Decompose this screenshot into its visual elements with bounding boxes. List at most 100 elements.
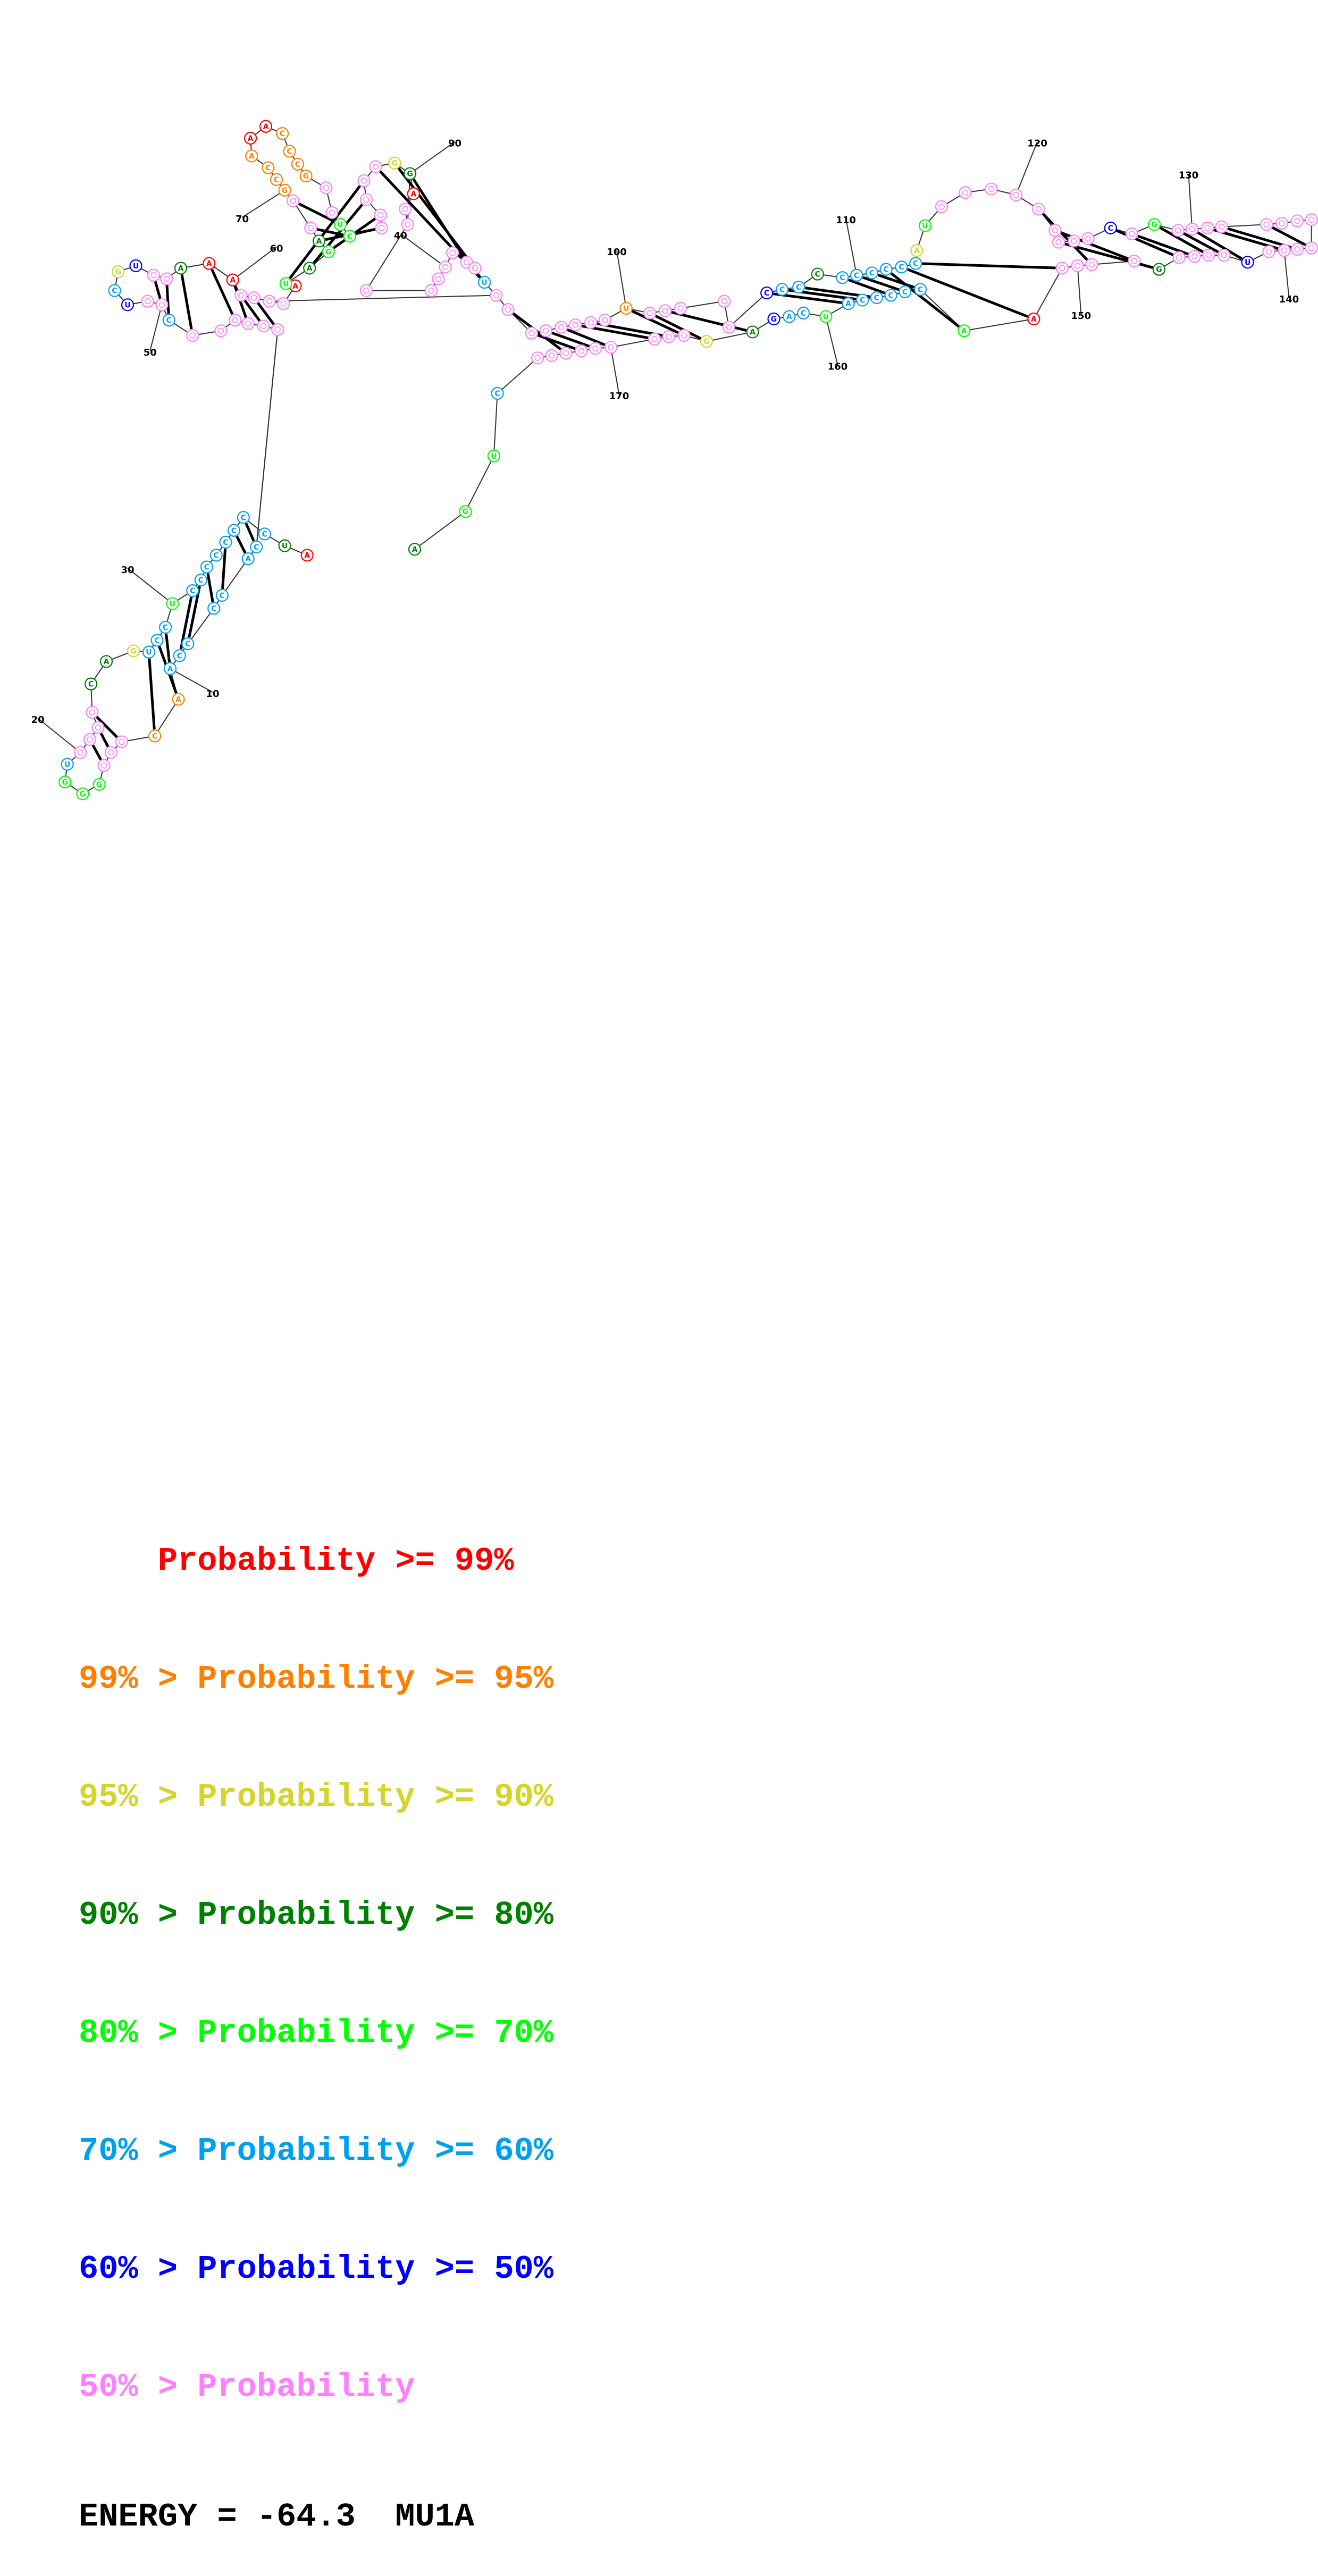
nucleotide xyxy=(1202,248,1215,262)
nucleotide-circle xyxy=(879,263,893,276)
nucleotide-circle xyxy=(1172,251,1186,264)
base-pair-bond xyxy=(397,167,472,264)
nucleotide-circle xyxy=(291,157,305,171)
nucleotide-circle xyxy=(312,234,326,248)
nucleotide xyxy=(160,272,173,285)
nucleotide-circle xyxy=(478,276,491,289)
nucleotide-dot xyxy=(1035,206,1042,213)
nucleotide-dot xyxy=(1263,221,1270,228)
nucleotide: C xyxy=(850,268,863,282)
base-pair-bond xyxy=(1116,229,1174,256)
nucleotide-letter: C xyxy=(913,260,918,268)
nucleotide-circle xyxy=(279,277,292,290)
nucleotide-circle xyxy=(1128,255,1141,268)
nucleotide-circle xyxy=(93,778,106,791)
nucleotide-letter: A xyxy=(206,260,212,268)
nucleotide xyxy=(234,289,248,302)
nucleotide: U xyxy=(142,645,156,659)
nucleotide-letter: A xyxy=(263,123,269,131)
nucleotide-circle xyxy=(718,294,731,308)
nucleotide xyxy=(374,208,387,222)
nucleotide-letter: U xyxy=(133,262,139,271)
backbone-segment xyxy=(221,558,249,596)
nucleotide-circle xyxy=(270,173,283,186)
nucleotide-circle xyxy=(1278,244,1291,257)
backbone-segment xyxy=(187,608,215,644)
nucleotide xyxy=(1290,242,1304,256)
nucleotide-letter: G xyxy=(463,508,469,516)
tick-line xyxy=(1283,250,1290,298)
backbone-segment xyxy=(493,393,498,456)
nucleotide: C xyxy=(258,527,271,541)
nucleotide-circle xyxy=(181,637,195,651)
nucleotide-letter: A xyxy=(245,555,251,563)
nucleotide-dot xyxy=(1052,227,1059,234)
nucleotide-circle xyxy=(1260,218,1273,231)
nucleotide-circle xyxy=(388,156,401,170)
nucleotide xyxy=(1085,258,1098,271)
nucleotide-letter: C xyxy=(888,292,893,300)
nucleotide xyxy=(468,262,482,275)
nucleotide-dot xyxy=(238,292,245,299)
nucleotide-dot xyxy=(100,762,107,769)
backbone-segment xyxy=(610,338,655,348)
nucleotide-circle xyxy=(259,120,273,133)
nucleotide-letter: C xyxy=(764,289,769,298)
nucleotide-dot xyxy=(662,307,668,314)
nucleotide: G xyxy=(278,183,291,197)
nucleotide-circle xyxy=(207,602,221,615)
nucleotide: A xyxy=(407,187,420,200)
nucleotide-dot xyxy=(464,259,470,266)
nucleotide xyxy=(91,721,105,734)
nucleotide-circle xyxy=(215,588,229,602)
rna-structure-diagram: 10 20 30 40 50 60 70 90 100 110 120 130 140 150 160 170… xyxy=(31,120,1318,801)
nucleotide xyxy=(490,289,503,302)
nucleotide-circle xyxy=(173,649,186,662)
nucleotide-dot xyxy=(1279,220,1285,226)
nucleotide: A xyxy=(174,262,188,275)
legend-range: Probability >= 60% xyxy=(197,2132,553,2170)
nucleotide-circle xyxy=(1305,213,1318,226)
nucleotide-circle xyxy=(910,244,924,257)
nucleotide-circle xyxy=(166,597,179,610)
nucleotide xyxy=(584,316,598,329)
nucleotide-dot xyxy=(558,324,565,331)
nucleotide-dot xyxy=(1074,263,1081,269)
nucleotide-circle xyxy=(303,262,316,275)
nucleotide-dot xyxy=(549,352,555,359)
nucleotide-circle xyxy=(322,245,335,258)
nucleotide-circle xyxy=(490,289,503,302)
nucleotide-circle xyxy=(148,729,162,743)
nucleotide-circle xyxy=(278,183,291,197)
nucleotide xyxy=(959,186,972,199)
nucleotide-letter: G xyxy=(62,778,68,787)
nucleotide-circle xyxy=(359,284,373,297)
nucleotide-letter: U xyxy=(283,280,289,288)
legend-row-2: 99% > Probability >= 95% xyxy=(79,1660,553,1699)
base-pair-bond xyxy=(862,276,900,291)
nucleotide: A xyxy=(226,273,239,287)
nucleotide: C xyxy=(836,271,849,284)
nucleotide-circle xyxy=(899,285,912,298)
nucleotide-circle xyxy=(229,314,242,327)
nucleotide-dot xyxy=(505,306,511,313)
legend-range: Probability xyxy=(197,2368,415,2406)
nucleotide-circle xyxy=(369,160,382,173)
nucleotide-circle xyxy=(1081,232,1095,245)
nucleotide-dot xyxy=(163,275,170,282)
nucleotide-letter: U xyxy=(337,221,343,229)
nucleotide-circle xyxy=(432,272,445,285)
nucleotide: U xyxy=(278,539,291,552)
tick-line xyxy=(127,568,173,604)
nucleotide-circle xyxy=(91,721,105,734)
nucleotide-dot xyxy=(1088,262,1095,268)
nucleotide-circle xyxy=(1305,241,1318,255)
nucleotide-dot xyxy=(1131,258,1138,264)
nucleotide-dot xyxy=(726,324,732,331)
nucleotide-dot xyxy=(962,189,969,196)
legend-prefix: 80% > xyxy=(79,2014,198,2052)
nucleotide-letter: A xyxy=(750,328,755,336)
nucleotide: G xyxy=(76,787,89,801)
nucleotide xyxy=(559,347,573,360)
legend-prefix: 99% > xyxy=(79,1660,198,1698)
